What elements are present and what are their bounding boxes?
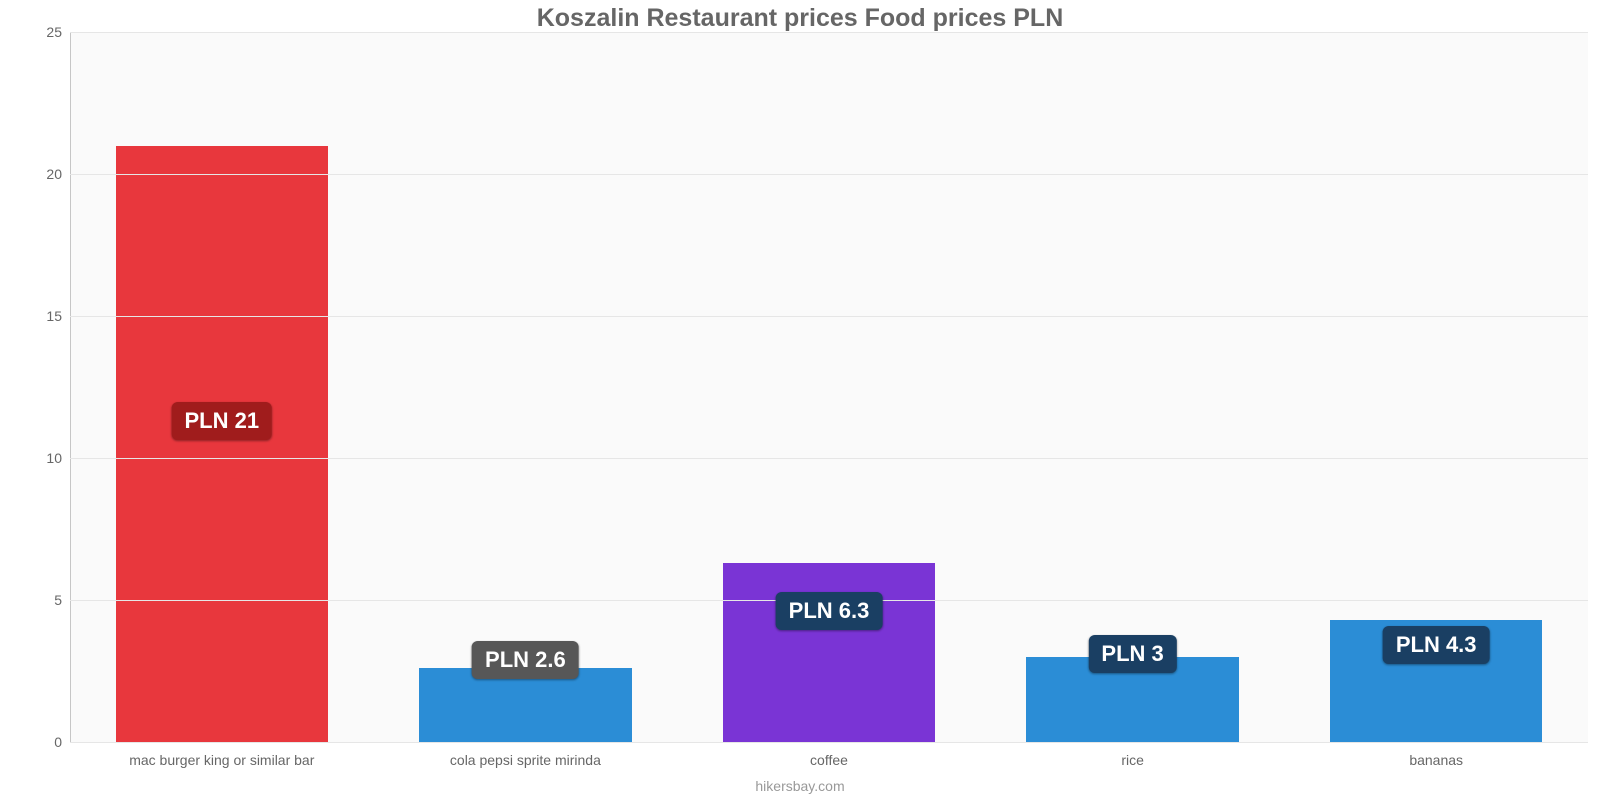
chart-title: Koszalin Restaurant prices Food prices P… (0, 0, 1600, 33)
xtick-label: bananas (1409, 742, 1463, 768)
xtick-label: cola pepsi sprite mirinda (450, 742, 601, 768)
ytick-label: 10 (46, 450, 70, 466)
bar (419, 668, 632, 742)
bars-container (70, 32, 1588, 742)
bar-value-label: PLN 4.3 (1383, 626, 1490, 664)
price-chart: Koszalin Restaurant prices Food prices P… (0, 0, 1600, 800)
bar-value-label: PLN 2.6 (472, 641, 579, 679)
ytick-label: 0 (54, 734, 70, 750)
bar-value-label: PLN 21 (172, 402, 273, 440)
gridline (70, 174, 1588, 175)
xtick-label: coffee (810, 742, 848, 768)
bar-value-label: PLN 3 (1088, 635, 1176, 673)
plot-area: 0510152025mac burger king or similar bar… (70, 32, 1588, 742)
bar-value-label: PLN 6.3 (776, 592, 883, 630)
ytick-label: 15 (46, 308, 70, 324)
bar (116, 146, 329, 742)
xtick-label: mac burger king or similar bar (129, 742, 314, 768)
gridline (70, 316, 1588, 317)
ytick-label: 5 (54, 592, 70, 608)
ytick-label: 25 (46, 24, 70, 40)
xtick-label: rice (1121, 742, 1144, 768)
ytick-label: 20 (46, 166, 70, 182)
chart-footer: hikersbay.com (0, 778, 1600, 794)
gridline (70, 458, 1588, 459)
bar (723, 563, 936, 742)
gridline (70, 32, 1588, 33)
